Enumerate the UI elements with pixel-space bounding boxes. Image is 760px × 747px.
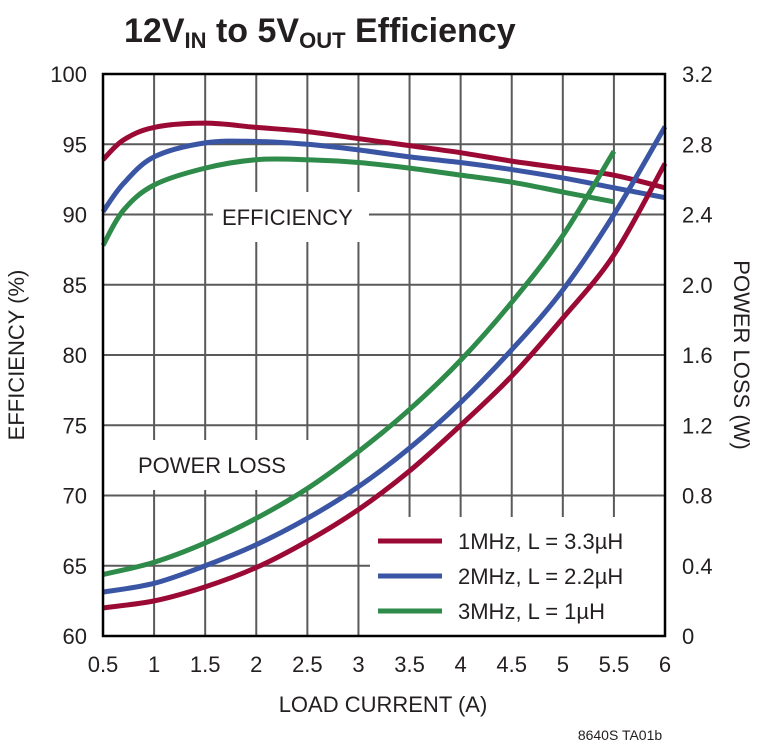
y-tick-label: 70 bbox=[63, 484, 87, 509]
legend-label: 1MHz, L = 3.3µH bbox=[458, 529, 623, 554]
x-tick-label: 3.5 bbox=[394, 652, 425, 677]
y2-tick-label: 1.2 bbox=[682, 413, 713, 438]
x-tick-label: 2 bbox=[250, 652, 262, 677]
power-loss-curve bbox=[102, 125, 668, 595]
power-loss-annotation: POWER LOSS bbox=[138, 453, 286, 478]
x-tick-label: 5.5 bbox=[599, 652, 630, 677]
plot-frame bbox=[101, 72, 667, 638]
x-tick-label: 4 bbox=[455, 652, 467, 677]
y2-tick-label: 0.4 bbox=[682, 554, 713, 579]
y-tick-label: 95 bbox=[63, 132, 87, 157]
efficiency-label-bg bbox=[213, 192, 369, 242]
y2-tick-label: 2.8 bbox=[682, 132, 713, 157]
y-tick-label: 100 bbox=[50, 62, 87, 87]
x-tick-label: 4.5 bbox=[496, 652, 527, 677]
efficiency-curve bbox=[100, 156, 615, 247]
y2-tick-label: 2.4 bbox=[682, 203, 713, 228]
x-tick-label: 5 bbox=[557, 652, 569, 677]
x-axis-title: LOAD CURRENT (A) bbox=[279, 692, 488, 717]
y2-axis-title: POWER LOSS (W) bbox=[729, 260, 754, 449]
power-loss-curve bbox=[102, 162, 668, 611]
y-tick-label: 75 bbox=[63, 413, 87, 438]
x-tick-label: 1 bbox=[148, 652, 160, 677]
y2-tick-label: 0 bbox=[682, 624, 694, 649]
efficiency-curve bbox=[101, 120, 666, 191]
y2-tick-label: 0.8 bbox=[682, 484, 713, 509]
power-loss-curve bbox=[102, 149, 617, 577]
x-tick-label: 2.5 bbox=[292, 652, 323, 677]
x-tick-label: 0.5 bbox=[88, 652, 119, 677]
x-tick-label: 3 bbox=[352, 652, 364, 677]
x-tick-label: 6 bbox=[659, 652, 671, 677]
y2-tick-label: 3.2 bbox=[682, 62, 713, 87]
y2-tick-label: 2.0 bbox=[682, 273, 713, 298]
series-lines bbox=[100, 120, 668, 611]
y-axis-title: EFFICIENCY (%) bbox=[4, 270, 29, 441]
y2-tick-label: 1.6 bbox=[682, 343, 713, 368]
legend-label: 3MHz, L = 1µH bbox=[458, 599, 605, 624]
axis-ticks: 0.5 1 1.5 2 2.5 3 3.5 4 4.5 5 5.5 6 60 65 70 75 80 85 90 95… bbox=[50, 62, 712, 677]
y-tick-label: 60 bbox=[63, 624, 87, 649]
y-tick-label: 80 bbox=[63, 343, 87, 368]
legend: 1MHz, L = 3.3µH 2MHz, L = 2.2µH 3MHz, L = … bbox=[378, 529, 623, 624]
x-tick-label: 1.5 bbox=[190, 652, 221, 677]
power-loss-label-bg bbox=[130, 440, 313, 490]
figure-id-footnote: 8640S TA01b bbox=[578, 727, 663, 743]
legend-label: 2MHz, L = 2.2µH bbox=[458, 564, 623, 589]
y-tick-label: 85 bbox=[63, 273, 87, 298]
y-tick-label: 65 bbox=[63, 554, 87, 579]
efficiency-annotation: EFFICIENCY bbox=[222, 205, 353, 230]
y-tick-label: 90 bbox=[63, 203, 87, 228]
efficiency-curve bbox=[100, 138, 666, 214]
chart-title: 12VIN to 5VOUT Efficiency bbox=[124, 12, 516, 53]
